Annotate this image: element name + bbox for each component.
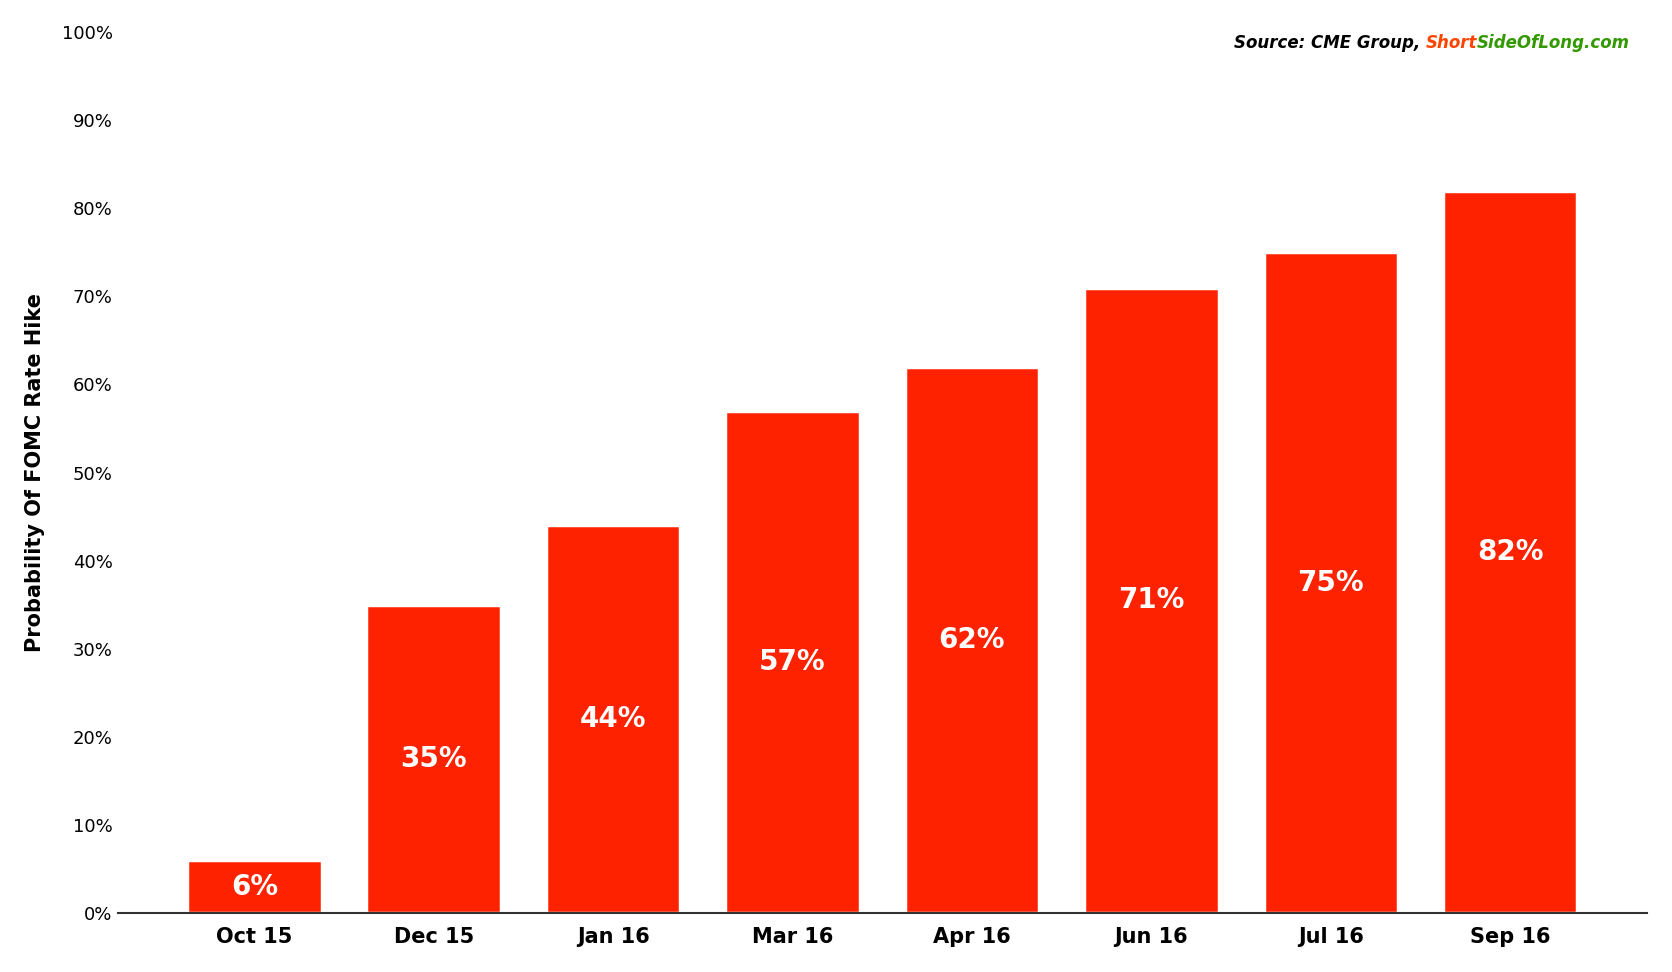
Y-axis label: Probability Of FOMC Rate Hike: Probability Of FOMC Rate Hike [25,293,45,652]
Bar [1443,191,1577,913]
Bar [905,366,1040,913]
Text: 6%: 6% [231,873,278,901]
Text: SideOfLong.com: SideOfLong.com [1476,34,1630,52]
Text: 75%: 75% [1297,569,1364,597]
Text: 62%: 62% [938,626,1005,654]
Text: 82%: 82% [1476,538,1543,566]
Text: 71%: 71% [1119,586,1184,614]
Text: 57%: 57% [759,648,826,676]
Bar [1083,288,1219,913]
Bar [545,526,681,913]
Bar [1264,253,1398,913]
Text: Short: Short [1426,34,1476,52]
Bar [187,860,321,913]
Bar [366,605,502,913]
Text: 35%: 35% [400,745,466,773]
Text: Source: CME Group,: Source: CME Group, [1234,34,1426,52]
Text: 44%: 44% [580,706,647,733]
Bar [726,411,859,913]
